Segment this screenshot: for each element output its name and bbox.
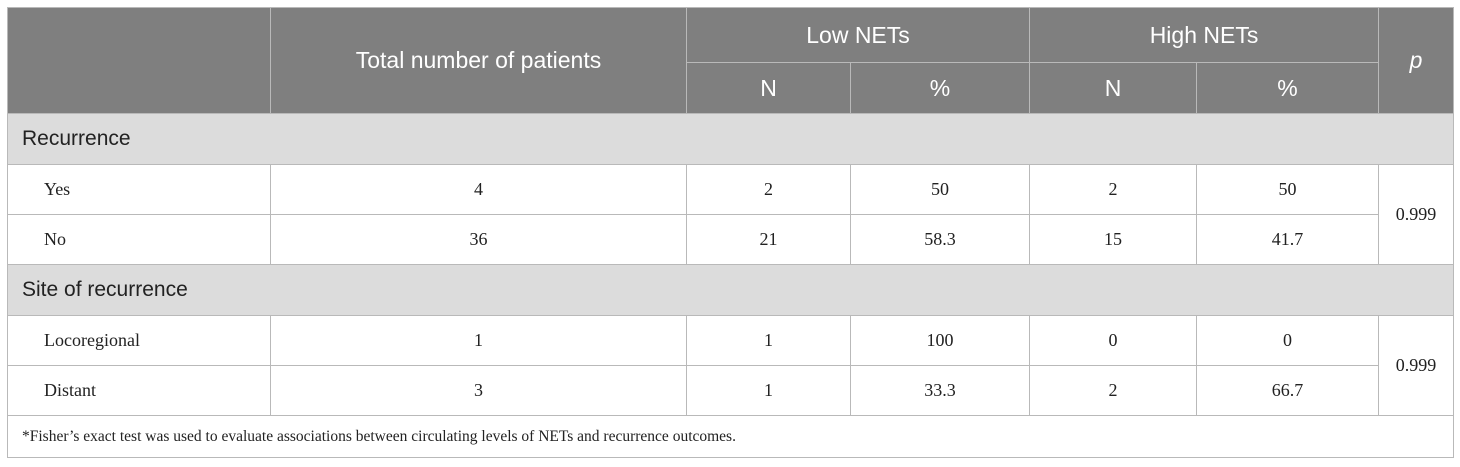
low-n-cell: 2 [686, 164, 851, 215]
total-cell: 1 [270, 315, 687, 366]
header-total-patients: Total number of patients [270, 7, 687, 114]
row-label: No [7, 214, 271, 265]
section-title: Site of recurrence [6, 264, 1455, 316]
table-row: Locoregional 1 1 100 0 0 0.999 [7, 315, 1455, 416]
header-p-value: p [1378, 7, 1455, 114]
header-low-nets: Low NETs [685, 7, 1031, 63]
low-n-cell: 21 [686, 214, 851, 265]
total-cell: 4 [270, 164, 687, 215]
row-label: Locoregional [7, 315, 271, 366]
section-row-recurrence: Recurrence [6, 113, 1455, 165]
footnote-row: *Fisher’s exact test was used to evaluat… [6, 415, 1455, 458]
high-pct-cell: 66.7 [1196, 365, 1380, 416]
results-table: Total number of patients Low NETs High N… [6, 7, 1455, 458]
header-high-pct: % [1196, 62, 1380, 114]
p-value-cell: 0.999 [1378, 315, 1455, 416]
high-pct-cell: 41.7 [1196, 214, 1380, 265]
header-low-n: N [686, 62, 851, 114]
high-n-cell: 15 [1029, 214, 1198, 265]
high-pct-cell: 50 [1196, 164, 1380, 215]
total-cell: 3 [270, 365, 687, 416]
total-cell: 36 [270, 214, 687, 265]
high-n-cell: 2 [1029, 365, 1198, 416]
footnote: *Fisher’s exact test was used to evaluat… [6, 415, 1455, 458]
high-n-cell: 2 [1029, 164, 1198, 215]
header-high-nets: High NETs [1029, 7, 1380, 63]
section-row-site-of-recurrence: Site of recurrence [6, 264, 1455, 316]
high-n-cell: 0 [1029, 315, 1198, 366]
header-high-n: N [1029, 62, 1198, 114]
row-label: Yes [7, 164, 271, 215]
low-pct-cell: 58.3 [849, 214, 1031, 265]
header-empty-cell [7, 7, 271, 114]
table-row: Distant 3 1 33.3 2 66.7 [7, 365, 1454, 416]
low-pct-cell: 50 [849, 164, 1031, 215]
low-pct-cell: 33.3 [849, 365, 1031, 416]
table-row: Yes 4 2 50 2 50 0.999 [7, 164, 1455, 265]
p-value-cell: 0.999 [1378, 164, 1455, 265]
row-label: Distant [7, 365, 271, 416]
section-title: Recurrence [6, 113, 1455, 165]
header-low-pct: % [849, 62, 1031, 114]
table-row: No 36 21 58.3 15 41.7 [7, 214, 1454, 265]
low-n-cell: 1 [686, 365, 851, 416]
high-pct-cell: 0 [1196, 315, 1380, 366]
low-pct-cell: 100 [849, 315, 1031, 366]
low-n-cell: 1 [686, 315, 851, 366]
